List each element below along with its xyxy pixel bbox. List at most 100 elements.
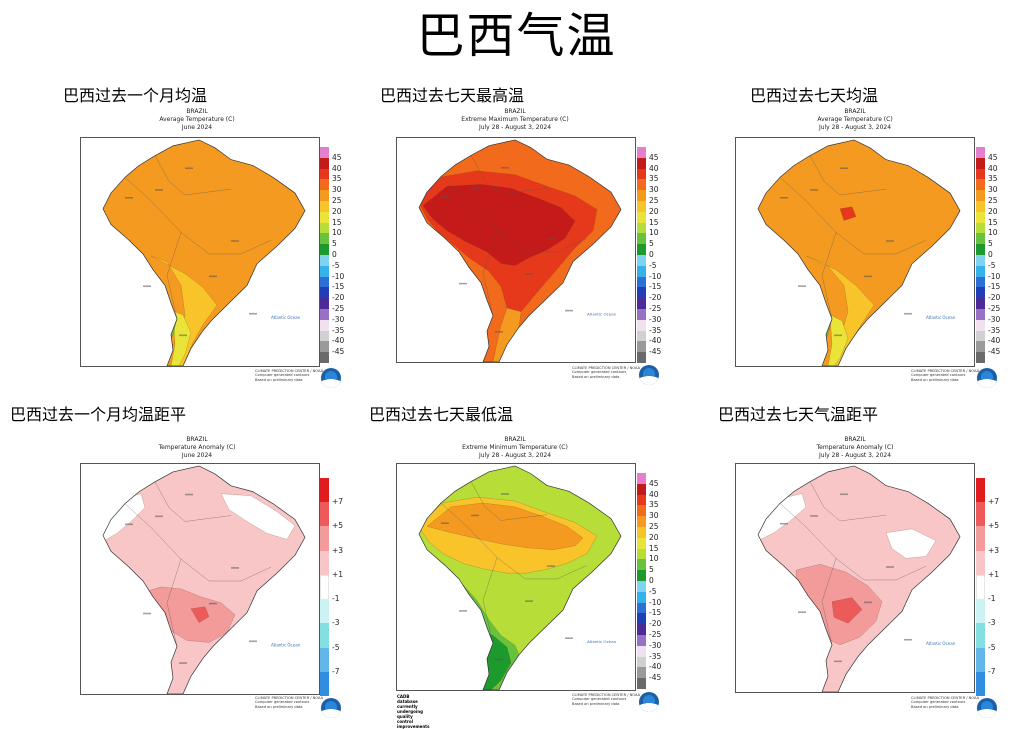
map-header: BRAZIL Extreme Minimum Temperature (C) Jul… — [435, 436, 595, 460]
country-border — [166, 232, 182, 319]
legend-label: -35 — [649, 325, 662, 335]
legend-swatch — [637, 548, 646, 560]
credit-line: Based on preliminary data — [255, 377, 303, 382]
legend-swatch — [637, 624, 646, 636]
legend-label: -15 — [649, 282, 662, 292]
legend-swatch — [637, 147, 646, 159]
legend-label: 5 — [332, 239, 337, 249]
map-header: BRAZIL Average Temperature (C) June 2024 — [117, 108, 277, 132]
map-period: June 2024 — [181, 124, 213, 131]
noaa-logo-icon — [321, 698, 341, 718]
place-label — [798, 611, 806, 613]
country-border — [166, 559, 182, 647]
place-label — [501, 166, 509, 169]
credit-line: CLIMATE PREDICTION CENTER / NOAA — [911, 696, 980, 700]
place-label — [495, 331, 503, 333]
country-border — [809, 155, 887, 196]
credit-line: Computer generated contours — [572, 370, 627, 375]
legend-swatch — [976, 319, 985, 332]
legend-label: 0 — [332, 250, 337, 259]
map-frame: Atlantic Ocean — [80, 137, 320, 367]
legend-swatch — [637, 287, 646, 299]
legend-label: 40 — [649, 163, 659, 173]
contour-region — [758, 559, 767, 573]
country-border — [470, 155, 548, 195]
country-border — [809, 481, 887, 522]
legend-label: -30 — [988, 314, 1001, 324]
legend-swatch — [320, 276, 329, 288]
legend-swatch — [976, 478, 985, 503]
legend-swatch — [976, 502, 985, 527]
map-country: BRAZIL — [504, 436, 526, 443]
legend-label: -20 — [649, 619, 662, 629]
legend-swatch — [976, 190, 985, 202]
map-frame: Atlantic Ocean — [735, 463, 975, 693]
contour-region — [190, 606, 210, 623]
legend-label: 25 — [988, 196, 998, 205]
legend-swatch — [976, 341, 985, 353]
legend-label: 35 — [649, 500, 659, 510]
legend-swatch — [637, 233, 646, 245]
legend-label: -35 — [649, 651, 662, 661]
legend-label: -45 — [649, 347, 662, 357]
contour-region — [831, 597, 863, 624]
map-period: July 28 - August 3, 2024 — [818, 124, 892, 131]
database-note: CADB database currently undergoing qualit… — [397, 694, 429, 729]
place-label — [886, 566, 894, 568]
legend-label: -25 — [332, 304, 345, 313]
legend-label: -7 — [988, 666, 996, 676]
country-border — [440, 502, 526, 580]
map-header: BRAZIL Extreme Maximum Temperature (C) Jul… — [435, 108, 595, 132]
legend-label: 15 — [988, 217, 998, 227]
legend-swatch — [637, 255, 646, 267]
map-frame: Atlantic Ocean — [396, 463, 636, 691]
legend-label: -40 — [988, 336, 1001, 346]
legend-label: 30 — [649, 185, 659, 195]
contour-region — [220, 493, 296, 540]
place-label — [143, 612, 151, 615]
country-border — [821, 232, 837, 319]
map-subtitle: Average Temperature (C) — [159, 116, 235, 123]
place-label — [125, 523, 133, 526]
legend-label: 30 — [332, 185, 342, 195]
ocean-label: Atlantic Ocean — [271, 315, 301, 320]
panel-caption: 巴西过去七天最高温 — [380, 86, 525, 105]
cpc-credit: CLIMATE PREDICTION CENTER / NOAA Computer… — [572, 693, 640, 706]
cpc-credit: CLIMATE PREDICTION CENTER / NOAA Computer… — [911, 696, 979, 709]
place-label — [441, 195, 449, 198]
legend-label: -5 — [332, 260, 340, 270]
legend-swatch — [320, 168, 329, 180]
place-label — [231, 240, 239, 242]
cpc-credit: CLIMATE PREDICTION CENTER / NOAA Computer… — [255, 369, 323, 382]
country-border — [154, 155, 232, 196]
legend-swatch — [320, 478, 329, 503]
place-label — [459, 610, 467, 612]
country-border — [525, 565, 588, 580]
legend-swatch — [320, 287, 329, 299]
legend-label: -35 — [332, 325, 345, 335]
legend-label: 30 — [649, 511, 659, 521]
legend-swatch — [976, 574, 985, 600]
legend-swatch — [320, 599, 329, 624]
contour-region — [104, 558, 118, 576]
legend-label: 0 — [649, 250, 654, 259]
place-label — [886, 240, 894, 242]
legend-label: 10 — [988, 228, 998, 238]
noaa-logo-icon — [977, 368, 997, 388]
legend-label: 15 — [332, 217, 342, 227]
place-label — [209, 602, 217, 605]
legend-label: -45 — [649, 673, 662, 683]
legend-swatch — [320, 309, 329, 321]
place-label — [864, 275, 872, 278]
credit-line: CLIMATE PREDICTION CENTER / NOAA — [255, 369, 324, 373]
coastline — [418, 465, 622, 690]
legend-swatch — [320, 574, 329, 600]
legend-swatch — [637, 570, 646, 582]
legend-swatch — [976, 330, 985, 342]
legend-label: -25 — [988, 304, 1001, 313]
legend-label: -1 — [332, 594, 340, 604]
legend-swatch — [320, 222, 329, 234]
legend-label: 45 — [988, 152, 998, 162]
legend-swatch — [637, 352, 646, 364]
legend-swatch — [637, 516, 646, 528]
